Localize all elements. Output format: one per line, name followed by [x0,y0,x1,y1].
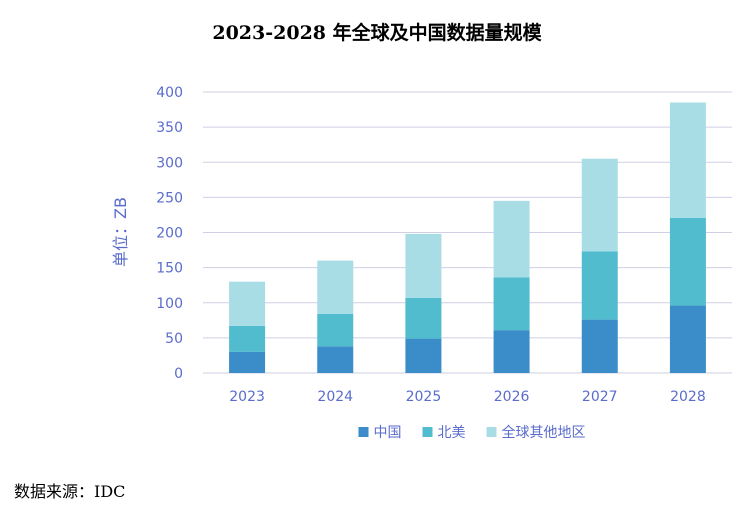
bar-segment [493,330,530,373]
bar-segment [405,338,442,373]
y-tick-label: 250 [156,190,183,206]
x-tick-label: 2026 [494,389,530,405]
bar-segment [581,319,618,373]
bar-segment [317,313,354,347]
bar-segment [317,346,354,373]
x-tick-label: 2025 [406,389,442,405]
legend-swatch [358,427,369,437]
y-tick-label: 50 [165,331,183,347]
bar-segment [405,233,442,298]
bar-segment [581,251,618,320]
legend-label: 北美 [438,425,466,441]
y-tick-label: 300 [156,155,183,171]
bar-segment [229,351,266,373]
bar-segment [493,200,530,278]
legend-label: 中国 [374,425,402,441]
x-tick-label: 2023 [229,389,265,405]
x-tick-label: 2024 [317,389,353,405]
bar-segment [581,158,618,252]
y-tick-label: 200 [156,226,183,242]
x-tick-label: 2027 [582,389,618,405]
y-axis-label: 单位：ZB [111,197,130,267]
legend-swatch [422,427,433,437]
source-note: 数据来源：IDC [14,482,126,501]
legend-label: 全球其他地区 [502,424,586,441]
bar-segment [669,305,706,373]
bar-segment [669,102,706,218]
y-tick-label: 150 [156,261,183,277]
chart-title: 2023-2028 年全球及中国数据量规模 [212,22,542,44]
bar-segment [317,260,354,314]
bar-segment [229,325,266,352]
bar-segment [493,277,530,331]
stacked-bar-chart: 0 50 100 150 200 250 300 350 400 单位：ZB 2023 2024 202… [111,85,732,441]
x-tick-label: 2028 [670,389,706,405]
bar-segment [669,217,706,306]
y-tick-label: 400 [156,85,183,101]
y-tick-label: 100 [156,296,183,312]
y-tick-label: 350 [156,120,183,136]
bar-segment [405,297,442,339]
legend-swatch [486,427,497,437]
y-tick-label: 0 [174,366,183,382]
bar-segment [229,281,266,326]
